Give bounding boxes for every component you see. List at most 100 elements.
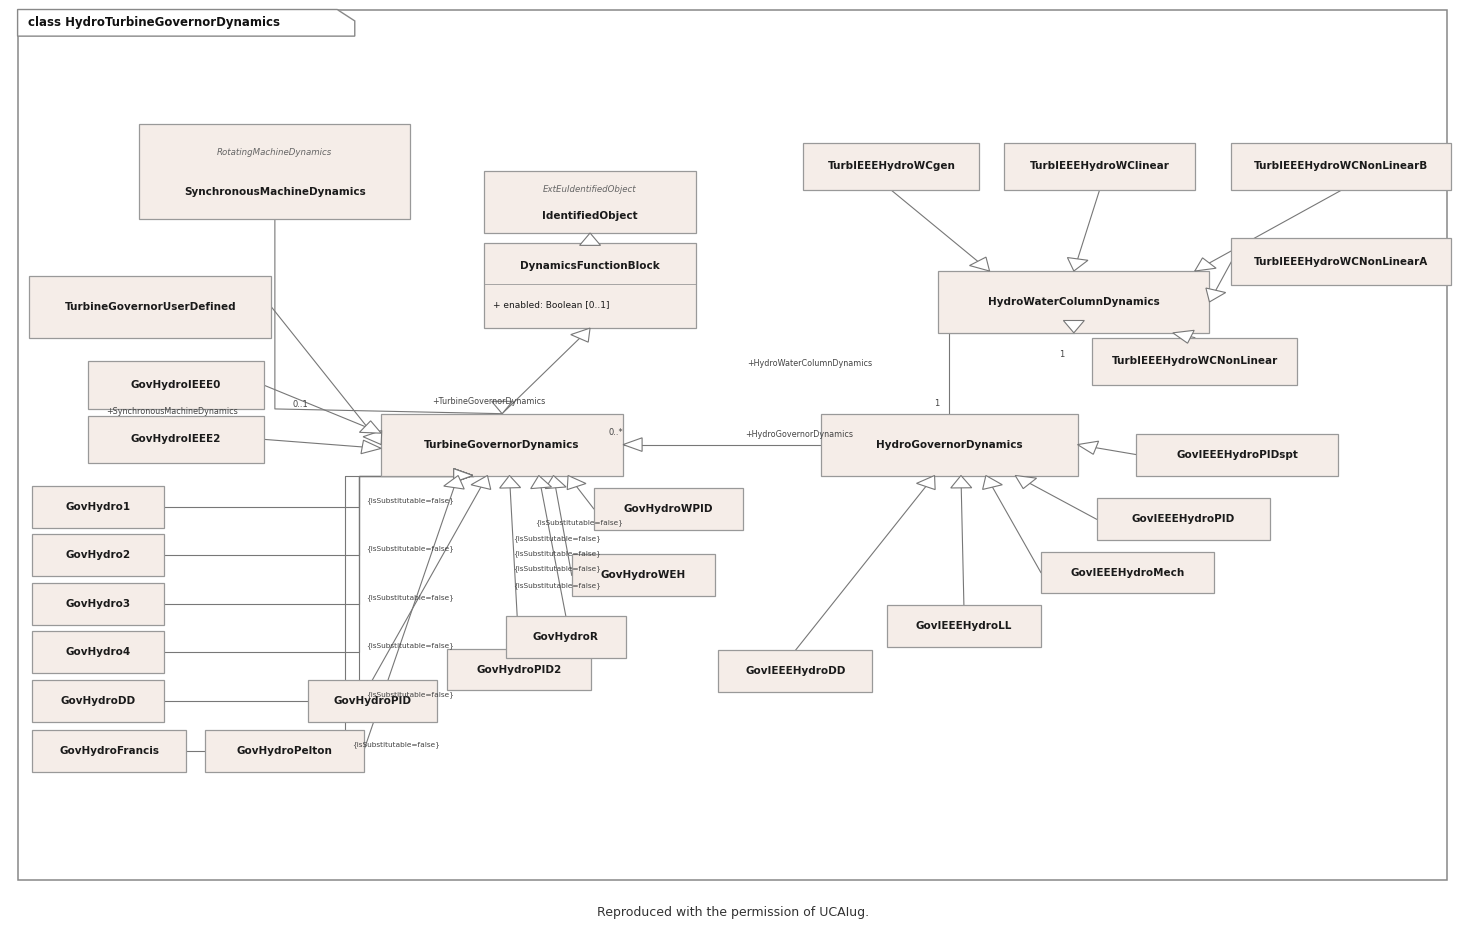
Text: {isSubstitutable=false}: {isSubstitutable=false} xyxy=(513,566,601,573)
Polygon shape xyxy=(454,469,472,482)
Text: HydroWaterColumnDynamics: HydroWaterColumnDynamics xyxy=(988,297,1160,307)
FancyBboxPatch shape xyxy=(32,583,164,625)
Polygon shape xyxy=(1063,320,1085,333)
FancyBboxPatch shape xyxy=(1231,238,1451,285)
Text: {isSubstitutable=false}: {isSubstitutable=false} xyxy=(366,546,454,553)
Polygon shape xyxy=(444,476,465,489)
Text: +TurbineGovernorDynamics: +TurbineGovernorDynamics xyxy=(432,398,545,406)
FancyBboxPatch shape xyxy=(88,361,264,409)
FancyBboxPatch shape xyxy=(938,271,1209,333)
Text: {isSubstitutable=false}: {isSubstitutable=false} xyxy=(513,535,601,542)
Text: GovHydroFrancis: GovHydroFrancis xyxy=(59,747,160,756)
FancyBboxPatch shape xyxy=(803,143,979,190)
Text: 1: 1 xyxy=(1058,350,1064,359)
FancyBboxPatch shape xyxy=(32,730,186,772)
Text: TurbIEEEHydroWCNonLinear: TurbIEEEHydroWCNonLinear xyxy=(1111,357,1278,366)
FancyBboxPatch shape xyxy=(32,486,164,528)
Polygon shape xyxy=(361,440,381,454)
FancyBboxPatch shape xyxy=(88,416,264,463)
FancyBboxPatch shape xyxy=(139,124,410,219)
Polygon shape xyxy=(454,469,472,482)
FancyBboxPatch shape xyxy=(1231,143,1451,190)
Text: {isSubstitutable=false}: {isSubstitutable=false} xyxy=(535,519,623,526)
Text: {isSubstitutable=false}: {isSubstitutable=false} xyxy=(366,594,454,601)
FancyBboxPatch shape xyxy=(32,534,164,576)
Polygon shape xyxy=(570,328,589,342)
Text: TurbIEEEHydroWClinear: TurbIEEEHydroWClinear xyxy=(1029,162,1170,171)
FancyBboxPatch shape xyxy=(1004,143,1195,190)
Text: GovHydro4: GovHydro4 xyxy=(66,648,130,657)
Text: {isSubstitutable=false}: {isSubstitutable=false} xyxy=(366,691,454,698)
FancyBboxPatch shape xyxy=(594,488,743,530)
Polygon shape xyxy=(982,476,1003,490)
FancyBboxPatch shape xyxy=(484,243,696,328)
Text: GovIEEEHydroLL: GovIEEEHydroLL xyxy=(916,621,1012,631)
Polygon shape xyxy=(491,401,513,414)
Text: Reproduced with the permission of UCAIug.: Reproduced with the permission of UCAIug… xyxy=(597,906,869,920)
Polygon shape xyxy=(364,431,381,445)
Text: GovIEEEHydroMech: GovIEEEHydroMech xyxy=(1070,568,1185,577)
Text: TurbineGovernorUserDefined: TurbineGovernorUserDefined xyxy=(65,301,236,312)
FancyBboxPatch shape xyxy=(1097,498,1270,540)
Text: GovHydroWPID: GovHydroWPID xyxy=(623,504,714,514)
FancyBboxPatch shape xyxy=(572,554,715,596)
Text: SynchronousMachineDynamics: SynchronousMachineDynamics xyxy=(185,187,365,197)
Text: TurbIEEEHydroWCNonLinearB: TurbIEEEHydroWCNonLinearB xyxy=(1255,162,1428,171)
Text: IdentifiedObject: IdentifiedObject xyxy=(542,211,638,221)
Polygon shape xyxy=(454,469,472,482)
Text: GovHydroDD: GovHydroDD xyxy=(60,696,136,706)
Text: 1: 1 xyxy=(935,399,940,408)
FancyBboxPatch shape xyxy=(887,605,1041,647)
Text: + enabled: Boolean [0..1]: + enabled: Boolean [0..1] xyxy=(493,300,608,309)
Text: RotatingMachineDynamics: RotatingMachineDynamics xyxy=(217,147,333,157)
Polygon shape xyxy=(579,233,601,245)
Text: TurbIEEEHydroWCgen: TurbIEEEHydroWCgen xyxy=(827,162,956,171)
Text: {isSubstitutable=false}: {isSubstitutable=false} xyxy=(366,497,454,504)
Text: GovHydroPID2: GovHydroPID2 xyxy=(476,665,561,674)
Text: 0..1: 0..1 xyxy=(293,400,308,409)
Text: GovHydro1: GovHydro1 xyxy=(66,502,130,512)
Text: TurbineGovernorDynamics: TurbineGovernorDynamics xyxy=(424,439,581,450)
Text: {isSubstitutable=false}: {isSubstitutable=false} xyxy=(513,551,601,557)
FancyBboxPatch shape xyxy=(447,649,591,690)
Polygon shape xyxy=(567,476,586,490)
Polygon shape xyxy=(531,476,551,489)
Polygon shape xyxy=(500,476,520,488)
FancyBboxPatch shape xyxy=(381,414,623,476)
Polygon shape xyxy=(1078,441,1098,455)
Text: GovHydroPID: GovHydroPID xyxy=(333,696,412,706)
Text: DynamicsFunctionBlock: DynamicsFunctionBlock xyxy=(520,262,660,271)
Text: GovHydroR: GovHydroR xyxy=(534,632,598,642)
Polygon shape xyxy=(454,469,472,482)
FancyBboxPatch shape xyxy=(205,730,364,772)
Text: +HydroGovernorDynamics: +HydroGovernorDynamics xyxy=(745,431,853,439)
FancyBboxPatch shape xyxy=(32,631,164,673)
Polygon shape xyxy=(471,476,491,490)
Text: {isSubstitutable=false}: {isSubstitutable=false} xyxy=(366,643,454,650)
Polygon shape xyxy=(1067,258,1088,271)
Polygon shape xyxy=(1173,330,1195,343)
Polygon shape xyxy=(1016,476,1036,489)
Polygon shape xyxy=(916,476,935,490)
Text: GovHydro3: GovHydro3 xyxy=(66,599,130,609)
Text: GovHydro2: GovHydro2 xyxy=(66,551,130,560)
Polygon shape xyxy=(969,257,990,271)
Polygon shape xyxy=(1207,288,1226,302)
FancyBboxPatch shape xyxy=(1041,552,1214,593)
Text: GovHydroWEH: GovHydroWEH xyxy=(601,571,686,580)
FancyBboxPatch shape xyxy=(484,171,696,233)
FancyBboxPatch shape xyxy=(821,414,1078,476)
Text: GovIEEEHydroPID: GovIEEEHydroPID xyxy=(1132,514,1234,524)
FancyBboxPatch shape xyxy=(506,616,626,658)
Polygon shape xyxy=(951,476,972,488)
Text: GovHydroPelton: GovHydroPelton xyxy=(236,747,333,756)
FancyBboxPatch shape xyxy=(32,680,164,722)
FancyBboxPatch shape xyxy=(308,680,437,722)
FancyBboxPatch shape xyxy=(718,650,872,692)
Text: {isSubstitutable=false}: {isSubstitutable=false} xyxy=(513,582,601,589)
Polygon shape xyxy=(359,421,381,434)
Text: +HydroWaterColumnDynamics: +HydroWaterColumnDynamics xyxy=(748,359,872,368)
Text: GovIEEEHydroPIDspt: GovIEEEHydroPIDspt xyxy=(1176,450,1299,459)
Text: +SynchronousMachineDynamics: +SynchronousMachineDynamics xyxy=(106,407,237,416)
Text: {isSubstitutable=false}: {isSubstitutable=false} xyxy=(352,742,440,748)
